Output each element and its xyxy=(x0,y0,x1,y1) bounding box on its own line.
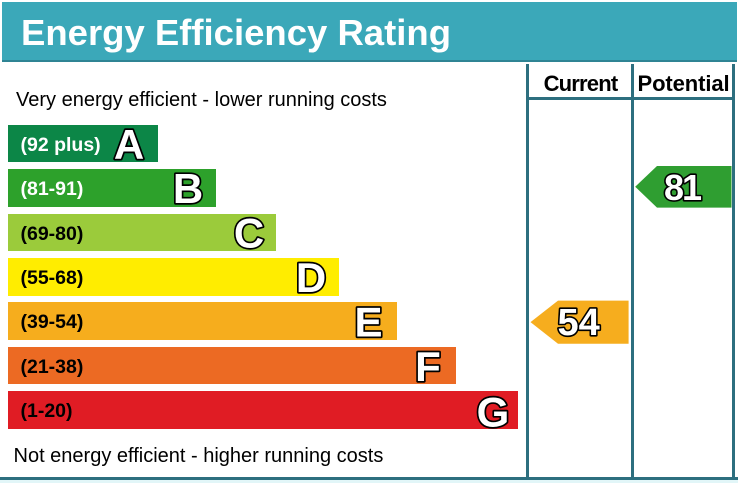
svg-text:E: E xyxy=(354,298,382,345)
svg-text:F: F xyxy=(415,343,441,390)
svg-text:B: B xyxy=(173,165,203,212)
svg-text:D: D xyxy=(296,254,326,301)
svg-text:81: 81 xyxy=(664,167,702,208)
svg-text:54: 54 xyxy=(557,302,599,344)
svg-text:A: A xyxy=(114,121,144,168)
svg-text:G: G xyxy=(477,389,510,436)
svg-text:C: C xyxy=(234,210,264,257)
